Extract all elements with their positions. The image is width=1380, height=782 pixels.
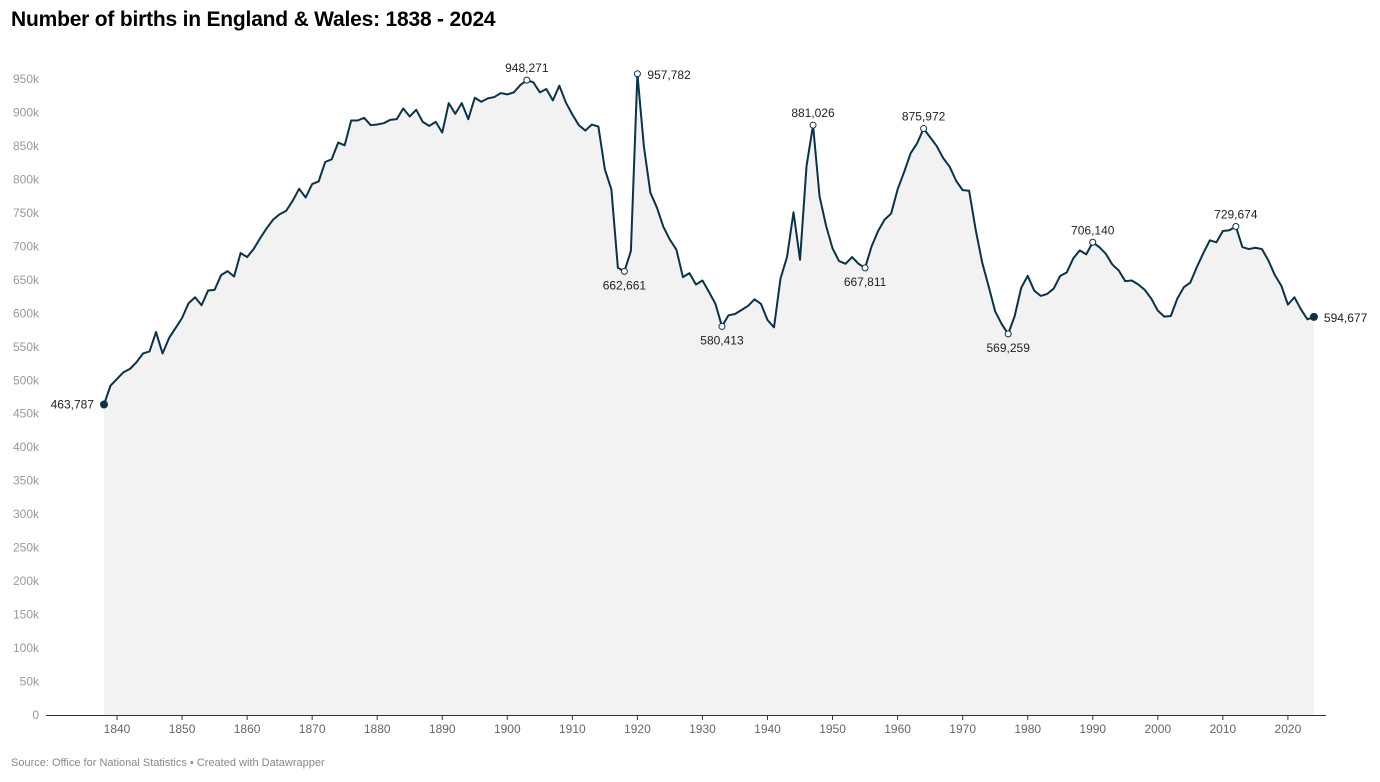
area-layer bbox=[103, 73, 1314, 716]
x-axis: 1840 1850 1860 1870 1880 1890 1900 1910 1920 1930… bbox=[46, 715, 1326, 736]
y-tick-label: 550k bbox=[13, 340, 40, 354]
x-tick-label: 1850 bbox=[169, 722, 196, 736]
x-tick-label: 1960 bbox=[884, 722, 911, 736]
x-tick-label: 1870 bbox=[299, 722, 326, 736]
y-tick-label: 450k bbox=[13, 407, 40, 421]
x-tick-label: 2020 bbox=[1275, 722, 1302, 736]
x-tick-label: 1860 bbox=[234, 722, 261, 736]
x-tick-label: 1840 bbox=[104, 722, 131, 736]
x-tick-label: 2010 bbox=[1209, 722, 1236, 736]
x-tick-label: 1940 bbox=[754, 722, 781, 736]
data-point-marker bbox=[809, 121, 817, 129]
data-label: 667,811 bbox=[844, 275, 887, 289]
y-tick-label: 300k bbox=[13, 507, 40, 521]
chart-title: Number of births in England & Wales: 183… bbox=[11, 8, 496, 31]
x-tick-label: 1900 bbox=[494, 722, 521, 736]
y-tick-label: 0 bbox=[32, 708, 39, 722]
y-tick-label: 700k bbox=[13, 239, 40, 253]
data-point-marker bbox=[920, 125, 928, 133]
y-tick-label: 950k bbox=[13, 72, 40, 86]
y-tick-label: 800k bbox=[13, 172, 40, 186]
x-tick-label: 1990 bbox=[1079, 722, 1106, 736]
y-tick-label: 750k bbox=[13, 206, 40, 220]
y-tick-label: 500k bbox=[13, 373, 40, 387]
x-tick-label: 2000 bbox=[1144, 722, 1171, 736]
x-tick-label: 1950 bbox=[819, 722, 846, 736]
data-label: 875,972 bbox=[902, 110, 946, 124]
data-point-marker bbox=[718, 322, 726, 330]
data-label: 580,413 bbox=[700, 333, 744, 347]
y-tick-label: 350k bbox=[13, 474, 40, 488]
x-tick-label: 1890 bbox=[429, 722, 456, 736]
x-tick-label: 1980 bbox=[1014, 722, 1041, 736]
data-label: 948,271 bbox=[505, 61, 549, 75]
data-point-marker bbox=[861, 264, 869, 272]
births-area bbox=[103, 73, 1314, 716]
data-label: 662,661 bbox=[603, 278, 647, 292]
data-point-marker bbox=[1004, 330, 1012, 338]
data-label: 463,787 bbox=[51, 398, 95, 412]
y-tick-label: 150k bbox=[13, 608, 40, 622]
data-point-marker bbox=[523, 76, 531, 84]
y-tick-label: 400k bbox=[13, 440, 40, 454]
data-point-marker bbox=[1089, 238, 1097, 246]
annotation-layer: 463,787 948,271 662,661 957,782 580,413 881,0… bbox=[51, 61, 1368, 411]
births-line bbox=[103, 72, 1315, 405]
y-tick-label: 100k bbox=[13, 641, 40, 655]
data-label: 729,674 bbox=[1214, 208, 1258, 222]
x-tick-label: 1910 bbox=[559, 722, 586, 736]
data-label: 881,026 bbox=[791, 106, 835, 120]
line-layer bbox=[103, 72, 1315, 405]
y-tick-label: 600k bbox=[13, 306, 40, 320]
y-tick-label: 850k bbox=[13, 139, 40, 153]
x-tick-label: 1930 bbox=[689, 722, 716, 736]
x-tick-label: 1920 bbox=[624, 722, 651, 736]
data-label: 569,259 bbox=[986, 341, 1030, 355]
data-label: 957,782 bbox=[647, 68, 691, 82]
data-point-marker bbox=[1309, 312, 1318, 321]
y-tick-label: 900k bbox=[13, 105, 40, 119]
x-tick-label: 1880 bbox=[364, 722, 391, 736]
x-tick-label: 1970 bbox=[949, 722, 976, 736]
y-axis-ticks: 0 50k 100k 150k 200k 250k 300k 350k 400k 450k 500k… bbox=[13, 72, 40, 722]
data-point-marker bbox=[633, 70, 641, 78]
y-tick-label: 650k bbox=[13, 273, 40, 287]
source-note: Source: Office for National Statistics •… bbox=[11, 757, 325, 769]
y-tick-label: 50k bbox=[20, 675, 40, 689]
data-point-marker bbox=[620, 267, 628, 275]
y-tick-label: 200k bbox=[13, 574, 40, 588]
data-label: 706,140 bbox=[1071, 223, 1115, 237]
y-tick-label: 250k bbox=[13, 541, 40, 555]
data-label: 594,677 bbox=[1324, 311, 1368, 325]
data-point-marker bbox=[1232, 223, 1240, 231]
data-point-marker bbox=[99, 400, 108, 409]
